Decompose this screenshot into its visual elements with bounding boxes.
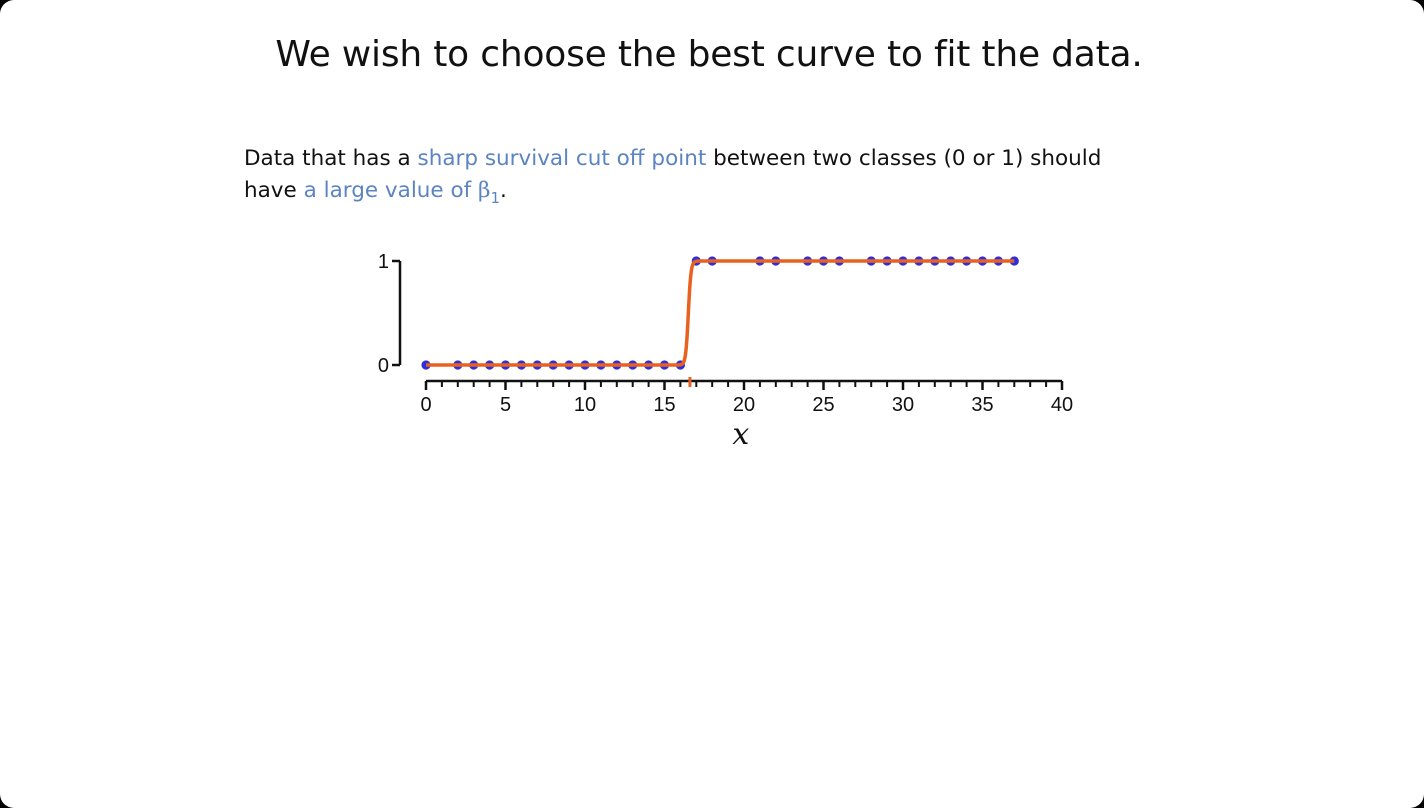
x-tick-label: 25: [812, 394, 834, 416]
highlight-sharp-cutoff: sharp survival cut off point: [417, 146, 707, 171]
x-tick-label: 20: [733, 394, 755, 416]
body-text-part-2: between two classes (0 or 1) should have: [244, 146, 1102, 203]
highlight-large-beta-text: a large value of: [303, 178, 479, 203]
y-tick-label: 0: [378, 355, 389, 377]
data-point: [1009, 256, 1019, 266]
slide-title: We wish to choose the best curve to fit …: [275, 34, 1143, 75]
slide-body-text: Data that has a sharp survival cut off p…: [244, 143, 1144, 208]
x-tick-label: 40: [1051, 394, 1073, 416]
beta-symbol: β: [478, 178, 491, 203]
logistic-curve: [424, 259, 1016, 367]
x-tick-label: 30: [892, 394, 914, 416]
x-tick-label: 35: [971, 394, 993, 416]
highlight-large-beta: a large value of β1: [303, 178, 500, 207]
x-tick-label: 5: [500, 394, 511, 416]
x-axis-title: x: [732, 417, 749, 452]
y-tick-label: 1: [378, 251, 389, 273]
body-text-part-1: Data that has a: [244, 146, 418, 171]
x-tick-label: 15: [653, 394, 675, 416]
x-tick-label: 10: [574, 394, 596, 416]
beta-subscript: 1: [490, 189, 501, 207]
x-tick-label: 0: [420, 394, 431, 416]
body-text-part-3: .: [500, 178, 507, 203]
